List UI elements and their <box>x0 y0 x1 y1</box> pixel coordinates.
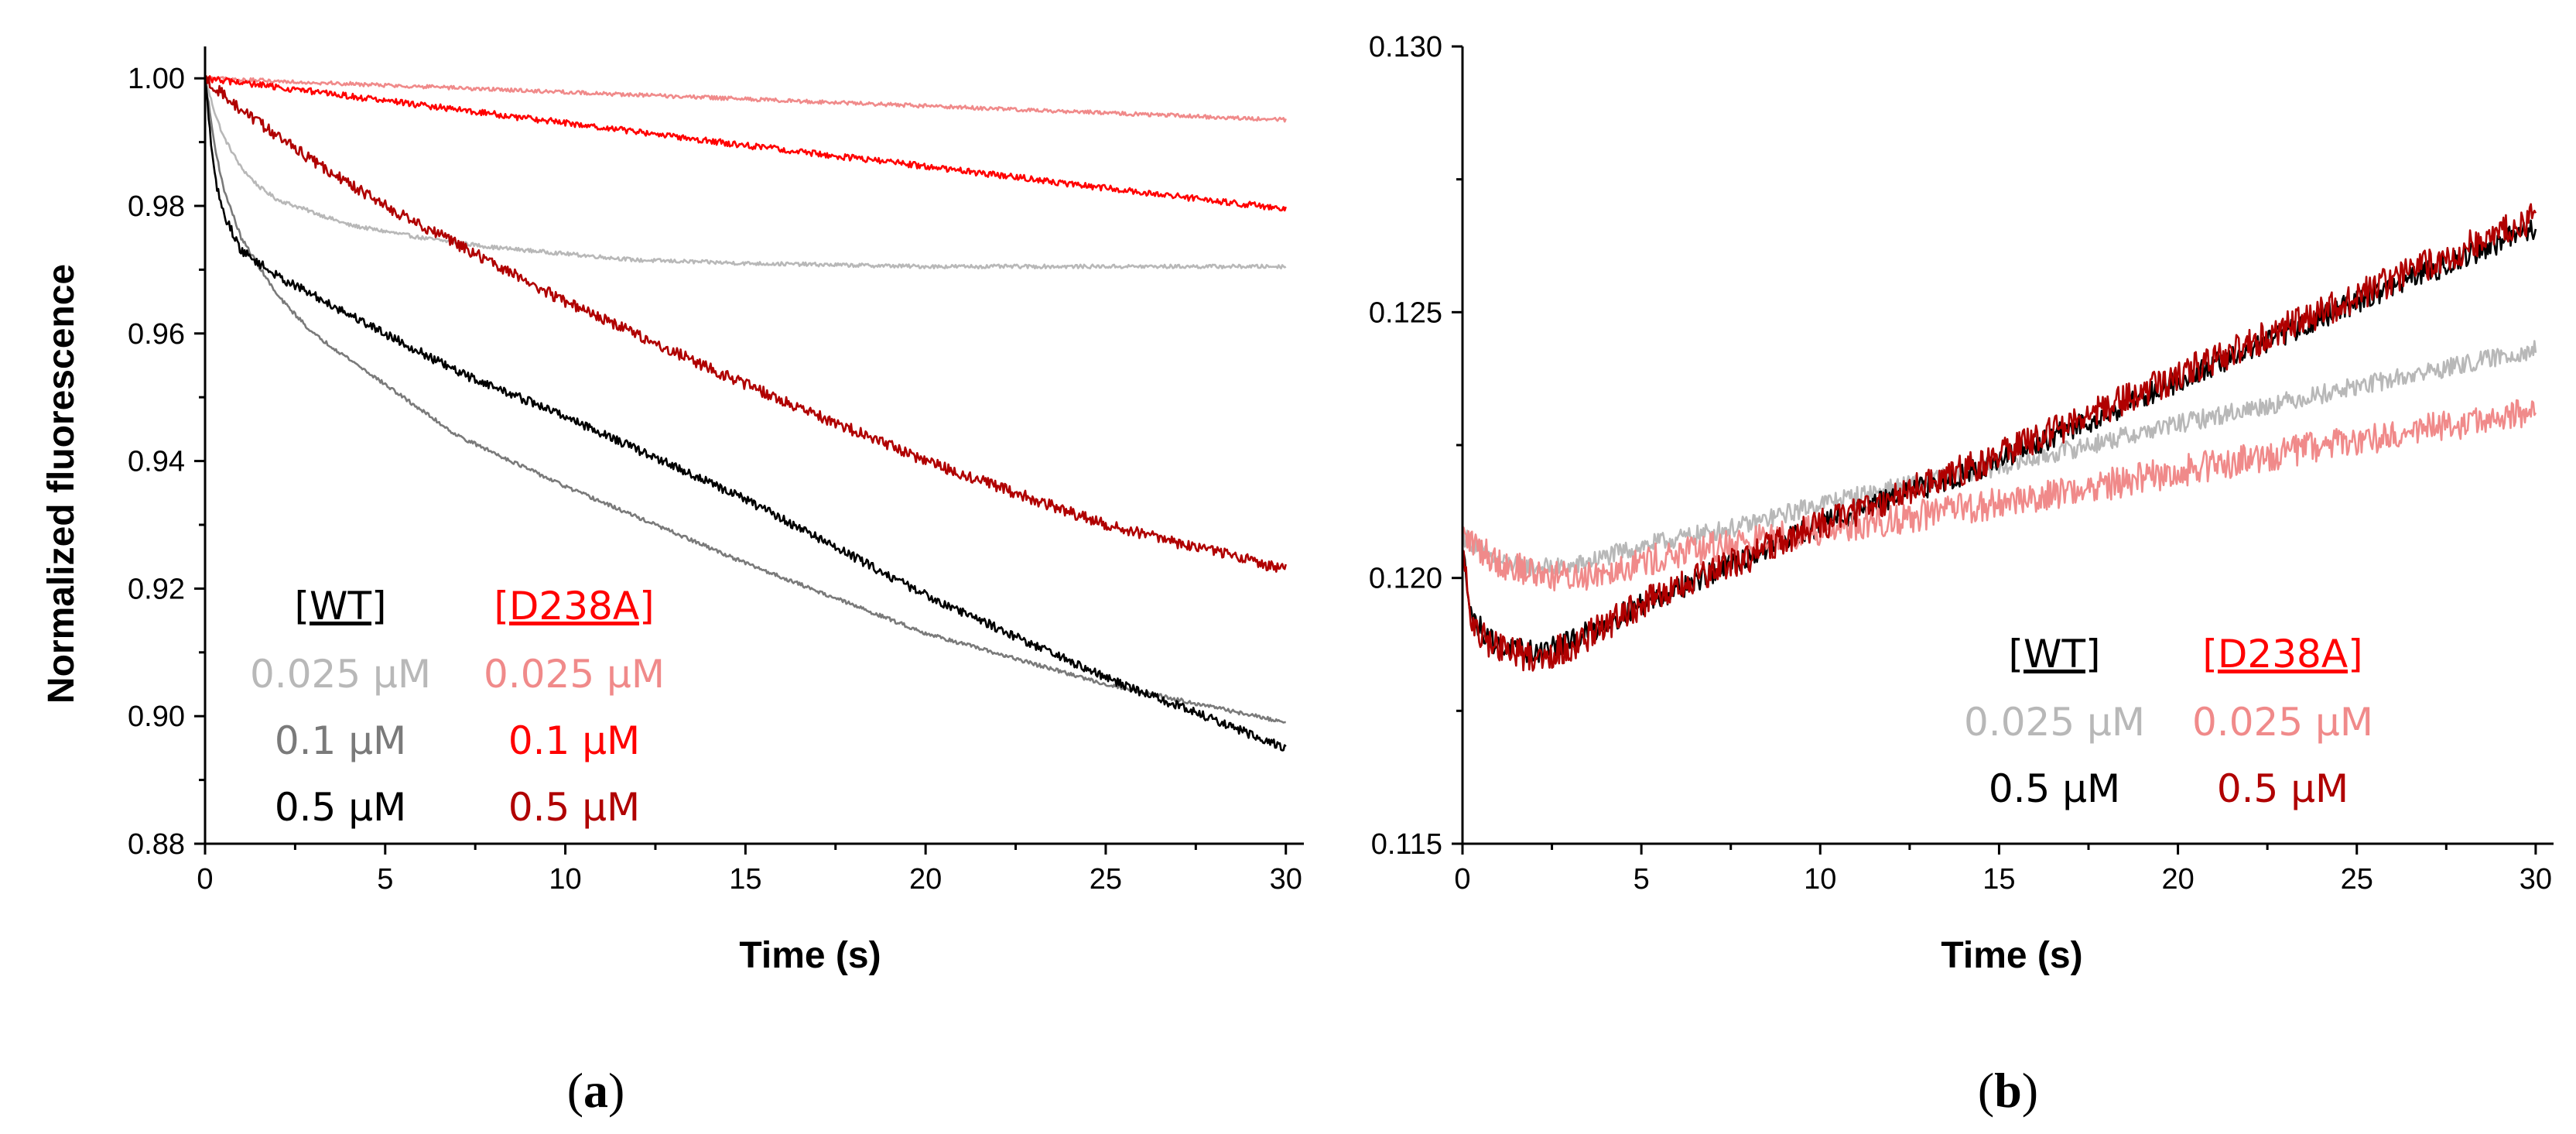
panel-a-y-tick-label: 1.00 <box>128 63 185 95</box>
panel-b-x-tick-label: 10 <box>1804 863 1836 896</box>
panel-a-label: (a) <box>567 1063 625 1118</box>
panel-a-chart: 0 5 10 15 20 25 30 0.88 0.90 0.92 0.94 0.96 0.98 1.00… <box>41 46 1304 976</box>
panel-b-y-tick-label: 0.125 <box>1369 296 1442 329</box>
panel-a-legend-wt-05: 0.5 μM <box>275 785 406 830</box>
panel-a-y-tick-label: 0.94 <box>128 446 185 478</box>
panel-b-y-tick-label: 0.130 <box>1369 31 1442 63</box>
panel-b-x-tick-label: 5 <box>1634 863 1650 896</box>
panel-b-chart: 0 5 10 15 20 25 30 0.115 0.120 0.125 0.130 Time (s… <box>1369 31 2554 976</box>
panel-a-legend-wt-0025: 0.025 μM <box>250 652 431 697</box>
panel-a-x-tick-label: 5 <box>377 863 393 896</box>
panel-a-series-d238a-0-5-m <box>204 75 1287 573</box>
panel-b-x-tick-label: 30 <box>2520 863 2552 896</box>
panel-b-legend-d238a-05: 0.5 μM <box>2217 766 2349 811</box>
panel-a-series-wt-0-5-m <box>204 78 1287 752</box>
panel-a-x-axis-title: Time (s) <box>739 935 881 976</box>
panel-a-series-wt-0-025-m <box>204 77 1287 270</box>
panel-a-y-tick-label: 0.88 <box>128 828 185 861</box>
panel-a-x-tick-label: 30 <box>1270 863 1302 896</box>
panel-b-x-tick-label: 20 <box>2161 863 2194 896</box>
panel-a-axes: 0 5 10 15 20 25 30 0.88 0.90 0.92 0.94 0.96 0.98 1.00 <box>128 46 1304 896</box>
panel-a-series-d238a-0-1-m <box>204 75 1287 212</box>
panel-a-legend-d238a-header: [D238A] <box>494 584 654 629</box>
panel-a-legend-d238a-0025: 0.025 μM <box>484 652 665 697</box>
panel-b-series-wt-0-025-m <box>1461 340 2537 577</box>
panel-a-x-tick-label: 15 <box>729 863 761 896</box>
panel-a-y-axis-title: Normalized fluorescence <box>41 264 82 704</box>
panel-a-legend: [WT] [D238A] 0.025 μM 0.025 μM 0.1 μM 0.… <box>250 584 665 830</box>
panel-a-x-tick-label: 10 <box>549 863 581 896</box>
panel-b-plot-area <box>1461 203 2537 672</box>
panel-a-legend-wt-header: [WT] <box>295 584 387 629</box>
panel-b-series-d238a-0-025-m <box>1461 399 2537 592</box>
panel-b-x-axis-title: Time (s) <box>1941 935 2082 976</box>
panel-b-legend-d238a-0025: 0.025 μM <box>2192 700 2373 745</box>
panel-b-y-tick-label: 0.120 <box>1369 563 1442 595</box>
panel-b-x-tick-label: 0 <box>1454 863 1470 896</box>
panel-b-legend-wt-header: [WT] <box>2009 632 2101 677</box>
panel-a-y-tick-label: 0.98 <box>128 190 185 223</box>
panel-a-x-tick-label: 20 <box>909 863 942 896</box>
panel-b-x-tick-label: 25 <box>2341 863 2373 896</box>
panel-b-axes: 0 5 10 15 20 25 30 0.115 0.120 0.125 0.130 <box>1369 31 2554 896</box>
panel-a-legend-wt-01: 0.1 μM <box>275 718 406 763</box>
panel-b-legend-wt-0025: 0.025 μM <box>1964 700 2145 745</box>
panel-a-y-tick-label: 0.92 <box>128 573 185 605</box>
panel-a-y-tick-label: 0.90 <box>128 701 185 733</box>
panel-b-legend: [WT] [D238A] 0.025 μM 0.025 μM 0.5 μM 0.… <box>1964 632 2373 811</box>
panel-a-x-tick-label: 25 <box>1090 863 1122 896</box>
panel-a-y-tick-label: 0.96 <box>128 318 185 351</box>
panel-b-y-tick-label: 0.115 <box>1371 828 1442 861</box>
panel-a-legend-d238a-05: 0.5 μM <box>508 785 640 830</box>
panel-b-legend-d238a-header: [D238A] <box>2202 632 2362 677</box>
panel-a-legend-d238a-01: 0.1 μM <box>508 718 640 763</box>
panel-a-series-wt-0-1-m <box>204 77 1286 724</box>
panel-b-series-d238a-0-5-m <box>1462 203 2537 672</box>
panel-a-plot-area <box>204 75 1287 752</box>
panel-b-label: (b) <box>1978 1063 2038 1118</box>
panel-b-x-tick-label: 15 <box>1982 863 2015 896</box>
panel-a-series-d238a-0-025-m <box>204 76 1287 123</box>
panel-b-legend-wt-05: 0.5 μM <box>1989 766 2120 811</box>
panel-a-x-tick-label: 0 <box>197 863 213 896</box>
